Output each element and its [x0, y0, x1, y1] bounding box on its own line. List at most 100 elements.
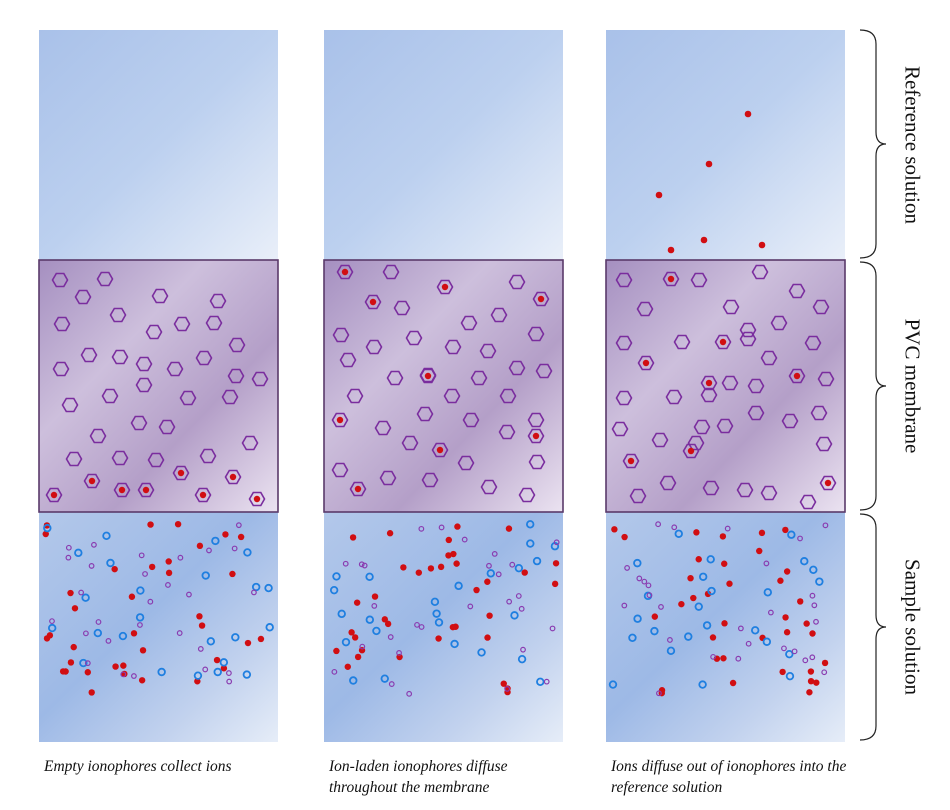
red-ion-icon	[651, 613, 659, 620]
blue-ion-icon	[432, 609, 441, 618]
bound-ion-icon	[118, 486, 126, 494]
red-ion-icon	[453, 560, 460, 567]
red-ion-icon	[484, 578, 491, 585]
purple-ion-icon	[65, 554, 72, 561]
red-ion-icon	[415, 569, 423, 576]
purple-ion-icon	[202, 666, 209, 673]
purple-ion-icon	[138, 552, 145, 559]
sample-solution-region	[606, 512, 845, 742]
blue-ion-icon	[510, 611, 519, 620]
bound-ion-icon	[436, 446, 444, 454]
purple-ion-icon	[84, 660, 91, 667]
red-ion-icon	[821, 659, 829, 667]
red-ion-icon	[130, 630, 138, 637]
red-ion-icon	[803, 620, 810, 627]
bound-ion-icon	[532, 432, 540, 440]
reference-solution-region	[324, 30, 563, 260]
bound-ion-icon	[177, 469, 185, 477]
purple-ion-icon	[724, 525, 731, 532]
pvc-membrane-region	[605, 259, 846, 513]
red-ion-icon	[813, 679, 820, 686]
red-ion-icon	[445, 536, 453, 544]
red-ion-icon	[196, 613, 203, 620]
purple-ion-icon	[49, 618, 55, 625]
ionophore-hexagon-icon	[665, 389, 683, 405]
ionophore-hexagon-icon	[151, 288, 169, 304]
brace-sample	[859, 513, 887, 741]
ionophore-hexagon-icon	[693, 419, 711, 435]
blue-ion-icon	[477, 648, 486, 657]
ionophore-hexagon-icon	[499, 388, 517, 404]
ionophore-hexagon-icon	[815, 436, 833, 452]
red-ion-icon	[709, 634, 717, 641]
red-ion-icon	[198, 622, 206, 629]
red-ion-icon	[196, 542, 204, 550]
ionophore-hexagon-icon	[622, 453, 640, 469]
red-ion-icon	[678, 600, 685, 608]
purple-ion-icon	[65, 544, 72, 551]
ionophore-hexagon-icon	[739, 331, 757, 347]
purple-ion-icon	[461, 536, 468, 543]
red-ion-icon	[449, 623, 457, 631]
red-ion-icon	[454, 523, 461, 530]
red-ion-icon	[435, 635, 442, 642]
red-ion-icon	[437, 563, 445, 571]
ionophore-hexagon-icon	[518, 487, 536, 503]
ionophore-hexagon-icon	[173, 316, 191, 332]
released-ion-icon	[744, 110, 752, 118]
ionophore-hexagon-icon	[636, 301, 654, 317]
purple-ion-icon	[813, 618, 819, 625]
red-ion-icon	[693, 529, 700, 536]
ionophore-hexagon-icon	[331, 412, 349, 428]
red-ion-icon	[809, 630, 816, 637]
ionophore-hexagon-icon	[89, 428, 107, 444]
ionophore-hexagon-icon	[457, 455, 475, 471]
ionophore-hexagon-icon	[460, 315, 478, 331]
blue-ion-icon	[242, 670, 252, 679]
red-ion-icon	[486, 612, 493, 619]
ionophore-hexagon-icon	[527, 412, 545, 428]
blue-ion-icon	[787, 530, 796, 539]
ionophore-hexagon-icon	[615, 390, 633, 406]
ionophore-hexagon-icon	[416, 406, 434, 422]
red-ion-icon	[349, 534, 357, 541]
ionophore-hexagon-icon	[51, 272, 69, 288]
purple-ion-icon	[95, 619, 102, 625]
ionophore-hexagon-icon	[721, 375, 739, 391]
blue-ion-icon	[517, 654, 527, 664]
purple-ion-icon	[495, 571, 502, 578]
ionophore-hexagon-icon	[74, 289, 92, 305]
purple-ion-icon	[745, 640, 752, 647]
purple-ion-icon	[142, 571, 148, 577]
red-ion-icon	[67, 589, 74, 597]
red-ion-icon	[704, 590, 712, 598]
purple-ion-icon	[518, 605, 525, 612]
ionophore-hexagon-icon	[659, 475, 677, 491]
purple-ion-icon	[147, 598, 154, 605]
blue-ion-icon	[157, 667, 166, 677]
ionophore-hexagon-icon	[135, 377, 153, 393]
blue-ion-icon	[628, 633, 637, 643]
ionophore-hexagon-icon	[241, 435, 259, 451]
purple-ion-icon	[359, 643, 366, 650]
red-ion-icon	[220, 665, 228, 672]
blue-ion-icon	[380, 674, 389, 683]
ionophore-hexagon-icon	[714, 334, 732, 350]
red-ion-icon	[111, 565, 118, 573]
ionophore-hexagon-icon	[405, 330, 423, 346]
purple-ion-icon	[811, 602, 818, 609]
purple-ion-icon	[165, 582, 171, 588]
blue-ion-icon	[702, 621, 712, 630]
red-ion-icon	[67, 659, 75, 666]
red-ion-icon	[658, 687, 666, 694]
bound-ion-icon	[537, 295, 545, 303]
blue-ion-icon	[81, 593, 90, 602]
purple-ion-icon	[331, 668, 338, 675]
red-ion-icon	[222, 531, 229, 538]
bound-ion-icon	[642, 359, 650, 367]
purple-ion-icon	[655, 521, 662, 528]
blue-ion-icon	[231, 633, 240, 642]
purple-ion-icon	[414, 621, 420, 628]
red-ion-icon	[720, 655, 727, 662]
blue-ion-icon	[337, 609, 346, 619]
